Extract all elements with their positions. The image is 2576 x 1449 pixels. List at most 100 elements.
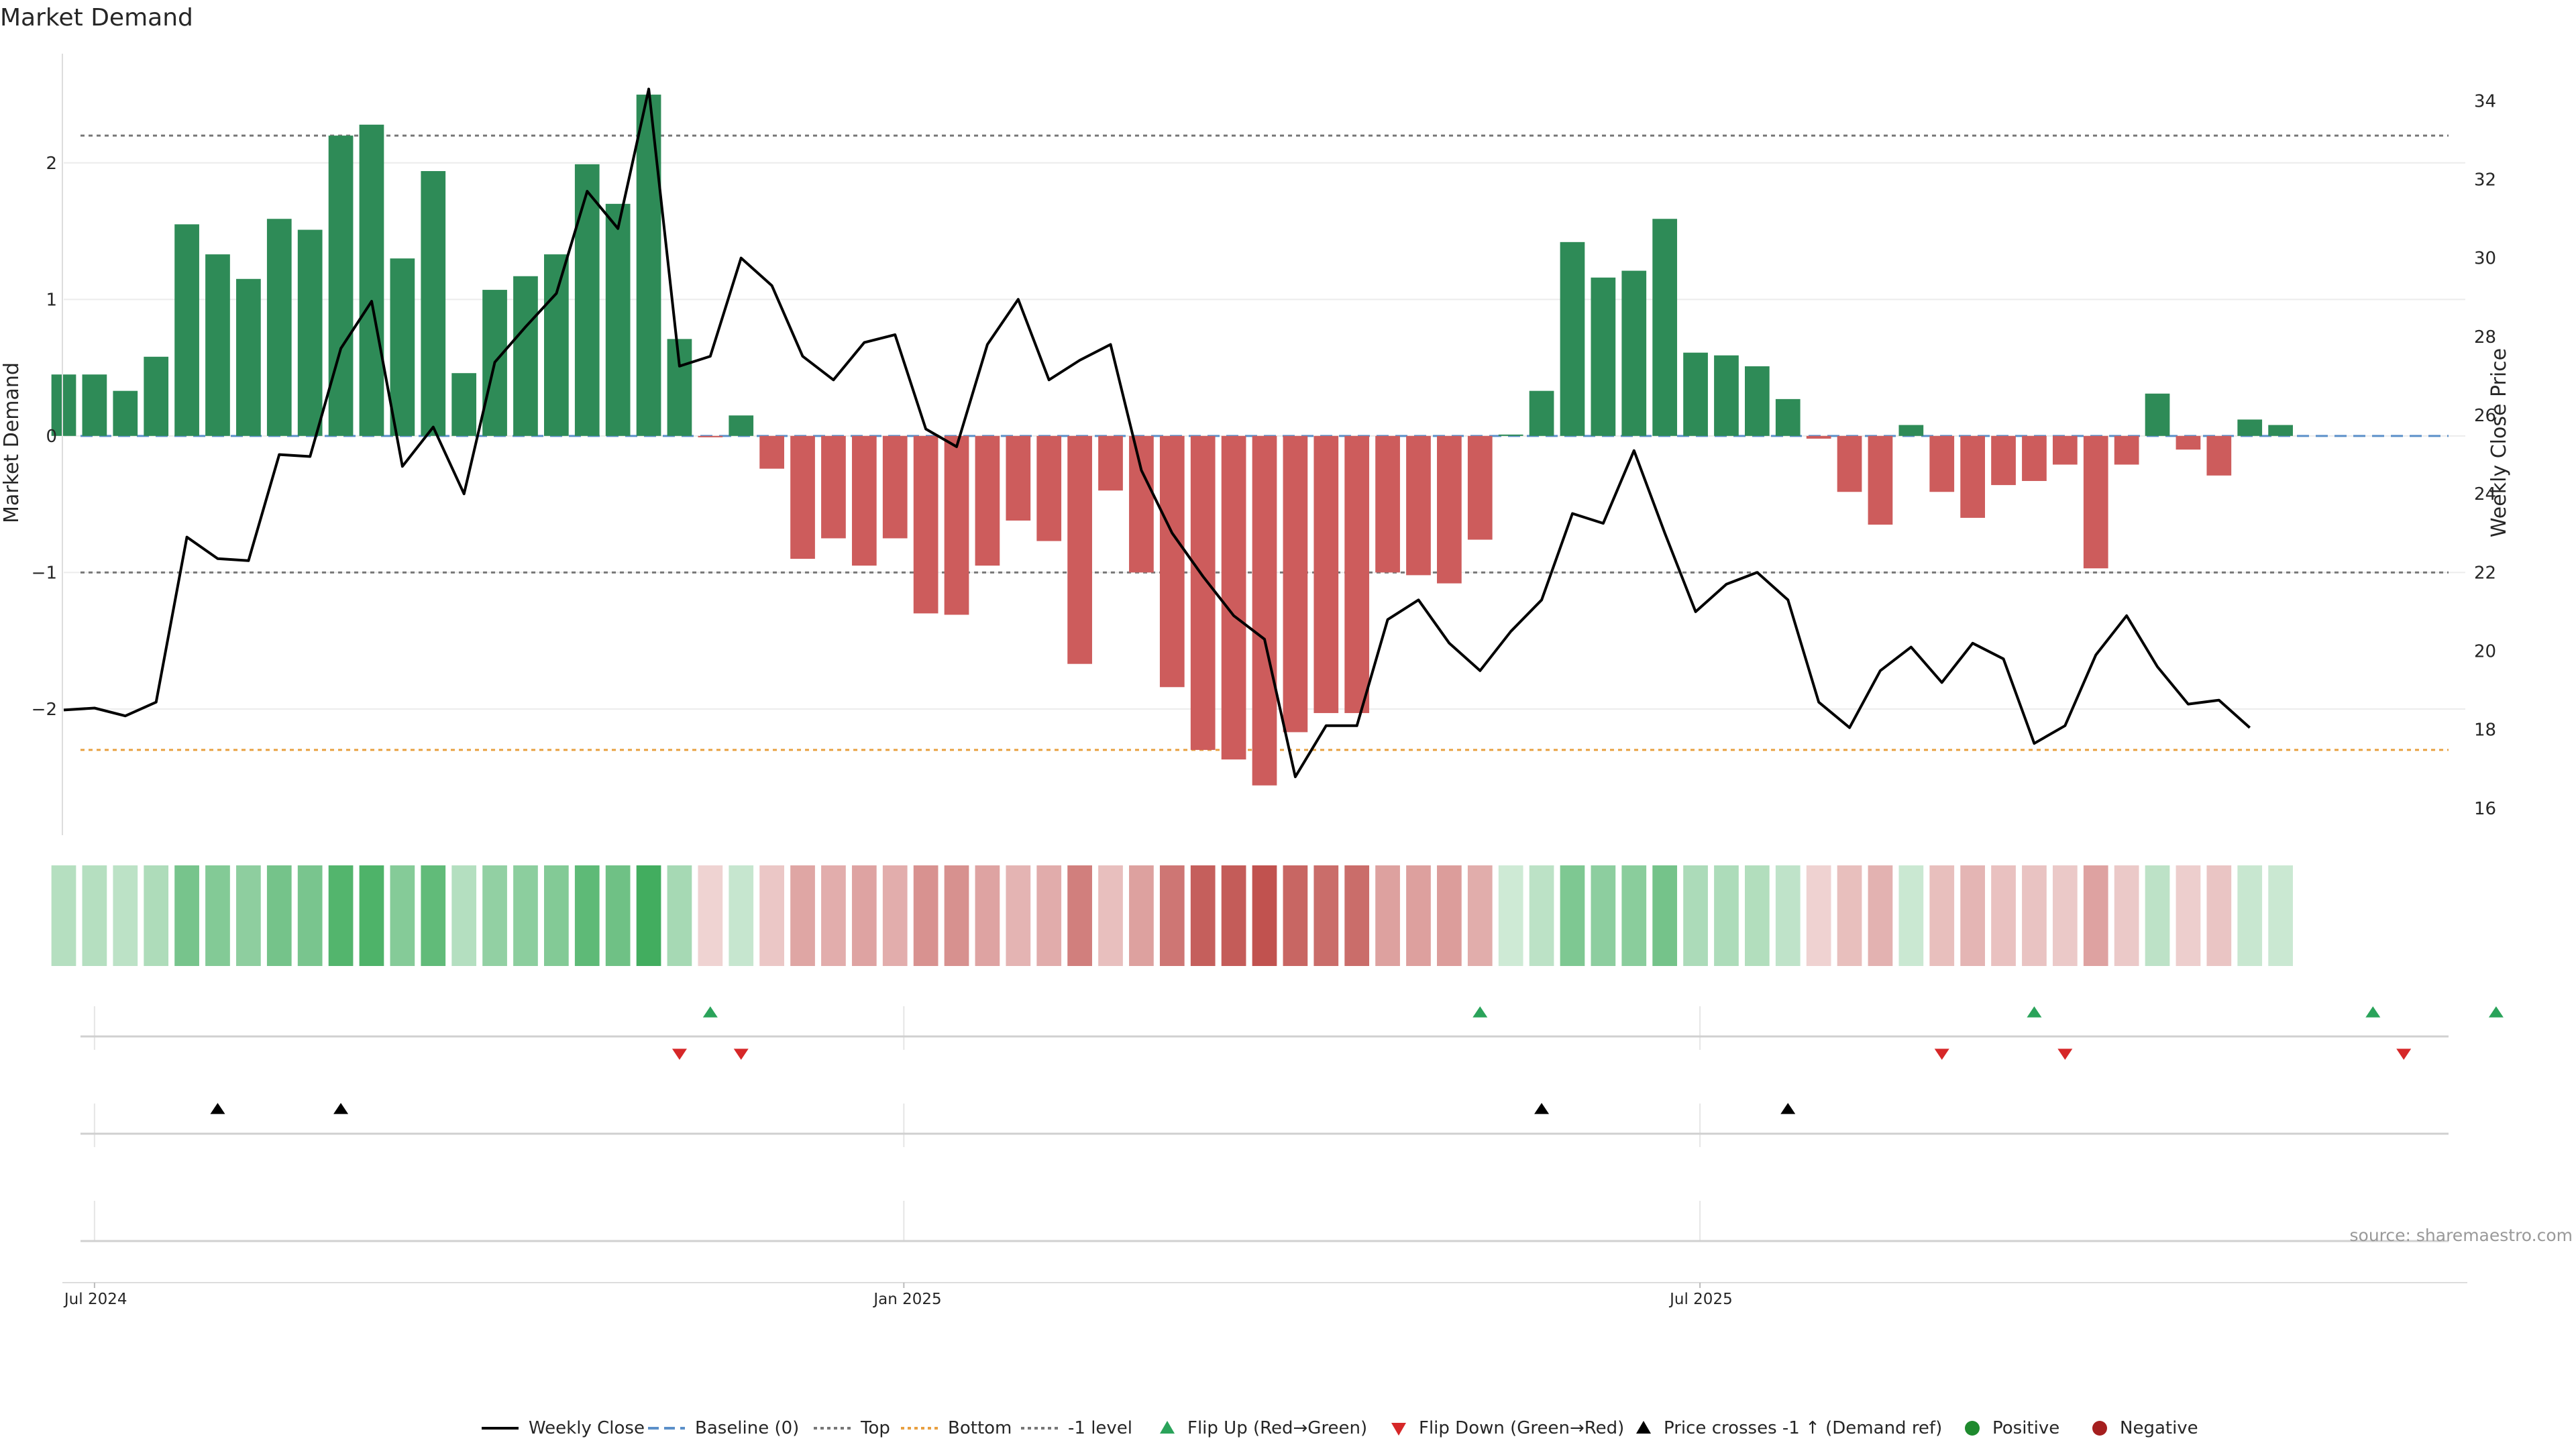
flip-down-marker: [2396, 1049, 2412, 1060]
legend-item: Price crosses -1 ↑ (Demand ref): [1636, 1418, 1942, 1438]
heat-cell: [328, 865, 354, 966]
demand-bar: [266, 219, 292, 436]
demand-bar: [1683, 352, 1708, 436]
flip-up-marker: [2365, 1006, 2381, 1018]
legend-item: Top: [814, 1418, 890, 1438]
heat-cell: [913, 865, 938, 966]
demand-bar: [1652, 219, 1678, 436]
heat-cell: [821, 865, 846, 966]
demand-bar: [1129, 435, 1154, 573]
heat-cell: [1898, 865, 1924, 966]
demand-bar: [174, 224, 199, 436]
y2-tick-label: 28: [2474, 327, 2496, 347]
y2-tick-label: 18: [2474, 720, 2496, 741]
y2-tick-label: 34: [2474, 91, 2496, 111]
y-tick-label: 2: [46, 154, 57, 174]
heat-cell: [1437, 865, 1462, 966]
heat-cell: [1006, 865, 1031, 966]
demand-bar: [851, 435, 877, 566]
heat-cell: [513, 865, 538, 966]
heat-cell: [1159, 865, 1185, 966]
heat-cell: [1775, 865, 1801, 966]
heat-cell: [2145, 865, 2170, 966]
heat-cell: [544, 865, 569, 966]
heat-cell: [2176, 865, 2201, 966]
heat-cell: [1745, 865, 1770, 966]
demand-bar: [1437, 435, 1462, 584]
heat-cell: [174, 865, 199, 966]
demand-bar: [1252, 435, 1277, 786]
heat-cell: [1067, 865, 1092, 966]
legend-swatch: [1391, 1423, 1406, 1436]
demand-bar: [790, 435, 815, 559]
flip-down-marker: [733, 1049, 749, 1060]
demand-bar: [2145, 393, 2170, 436]
y2-tick-label: 16: [2474, 799, 2496, 819]
heat-cell: [2268, 865, 2293, 966]
legend-item: Weekly Close: [482, 1418, 645, 1438]
demand-bar: [1960, 435, 1985, 518]
demand-bar: [1344, 435, 1370, 713]
heat-cell: [1837, 865, 1862, 966]
heat-cell: [759, 865, 784, 966]
demand-bar: [1159, 435, 1185, 688]
y-tick-label: −2: [32, 700, 57, 720]
y-axis-label: Market Demand: [0, 362, 23, 523]
demand-bar: [1098, 435, 1123, 491]
legend-label: Positive: [1992, 1418, 2059, 1438]
heat-cell: [882, 865, 908, 966]
heat-cell: [482, 865, 507, 966]
heat-cell: [1960, 865, 1985, 966]
legend-label: -1 level: [1068, 1418, 1132, 1438]
legend-label: Negative: [2120, 1418, 2198, 1438]
demand-bar: [1591, 277, 1616, 436]
legend-item: Bottom: [901, 1418, 1012, 1438]
legend-label: Flip Up (Red→Green): [1187, 1418, 1367, 1438]
source-note: source: sharemaestro.com: [2350, 1226, 2573, 1245]
demand-bar: [2206, 435, 2232, 476]
demand-bar: [544, 254, 569, 436]
demand-bar: [1560, 241, 1585, 436]
demand-bar: [821, 435, 846, 539]
y2-tick-label: 22: [2474, 563, 2496, 583]
heat-cell: [790, 865, 815, 966]
heat-cell: [1252, 865, 1277, 966]
demand-bar: [513, 276, 538, 436]
heat-cell: [667, 865, 692, 966]
demand-bar: [636, 95, 661, 436]
legend-item: Negative: [2092, 1418, 2198, 1438]
y2-axis-label: Weekly Close Price: [2487, 348, 2511, 537]
demand-bar: [1498, 434, 1523, 436]
heat-cell: [2052, 865, 2078, 966]
heat-cell: [2083, 865, 2108, 966]
demand-bar: [236, 278, 261, 436]
legend-swatch: [1965, 1421, 1980, 1436]
demand-bar: [698, 435, 723, 437]
legend-swatch: [1636, 1421, 1651, 1434]
demand-bar: [1806, 435, 1831, 439]
heat-cell: [1036, 865, 1062, 966]
demand-bar: [328, 136, 354, 436]
demand-bar: [1929, 435, 1955, 492]
demand-bar: [882, 435, 908, 539]
demand-bar: [297, 229, 323, 436]
demand-bar: [2052, 435, 2078, 465]
heat-cell: [605, 865, 631, 966]
demand-bar: [144, 356, 169, 436]
demand-bar: [1467, 435, 1493, 540]
heat-cell: [144, 865, 169, 966]
heat-cell: [1190, 865, 1216, 966]
demand-bar: [1991, 435, 2016, 486]
heat-cell: [1714, 865, 1739, 966]
demand-bar: [2176, 435, 2201, 450]
chart-title: Market Demand: [0, 4, 193, 32]
heat-cell: [1344, 865, 1370, 966]
heat-cell: [975, 865, 1000, 966]
demand-bar: [205, 254, 230, 436]
demand-bar: [1745, 366, 1770, 436]
demand-bar: [359, 124, 384, 436]
demand-bar: [1868, 435, 1893, 525]
heat-cell: [113, 865, 138, 966]
y-tick-label: 0: [46, 427, 57, 447]
